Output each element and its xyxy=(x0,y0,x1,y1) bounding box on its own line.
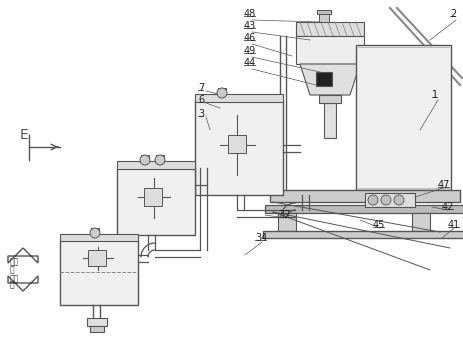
Text: 2: 2 xyxy=(449,9,455,19)
Text: 42: 42 xyxy=(441,202,453,212)
Bar xyxy=(60,234,138,241)
Bar xyxy=(355,45,450,190)
Bar xyxy=(364,193,414,207)
Circle shape xyxy=(367,195,377,205)
Circle shape xyxy=(90,228,100,238)
Text: 1: 1 xyxy=(431,90,437,100)
Bar xyxy=(90,326,104,332)
Bar xyxy=(60,240,138,305)
Bar xyxy=(194,94,282,102)
Bar xyxy=(144,188,162,206)
Bar xyxy=(263,231,463,238)
Bar xyxy=(269,190,459,202)
Bar xyxy=(227,135,245,153)
Circle shape xyxy=(140,155,150,165)
Text: E: E xyxy=(20,128,29,142)
Polygon shape xyxy=(8,248,38,263)
Bar xyxy=(117,161,194,169)
Bar xyxy=(319,12,328,22)
Text: 34: 34 xyxy=(255,233,267,243)
Bar xyxy=(323,103,335,138)
Circle shape xyxy=(217,88,226,98)
Text: 7: 7 xyxy=(198,83,204,93)
Text: 48: 48 xyxy=(244,9,256,19)
Polygon shape xyxy=(300,64,359,95)
Bar xyxy=(141,155,149,160)
Polygon shape xyxy=(8,276,38,291)
Text: 带: 带 xyxy=(10,280,15,290)
Bar xyxy=(91,228,99,233)
Text: 46: 46 xyxy=(244,33,256,43)
Text: 43: 43 xyxy=(244,21,256,31)
Circle shape xyxy=(155,155,165,165)
Bar xyxy=(295,22,363,36)
Bar xyxy=(319,95,340,103)
Text: 6: 6 xyxy=(198,95,204,105)
Bar xyxy=(316,10,330,14)
Bar xyxy=(277,213,295,231)
Bar xyxy=(411,213,429,231)
Bar xyxy=(218,88,225,93)
Text: 3: 3 xyxy=(198,109,204,119)
Circle shape xyxy=(393,195,403,205)
Text: 41: 41 xyxy=(447,220,459,230)
Text: 47: 47 xyxy=(437,180,450,190)
Text: 45: 45 xyxy=(372,220,385,230)
Bar xyxy=(156,155,163,160)
Bar xyxy=(315,72,332,86)
Bar xyxy=(264,205,463,213)
Bar xyxy=(117,168,194,235)
Bar xyxy=(194,100,282,195)
Text: 49: 49 xyxy=(244,46,256,56)
Text: 带: 带 xyxy=(10,265,15,274)
Bar xyxy=(295,36,363,64)
Text: 潮回: 潮回 xyxy=(10,274,19,284)
Text: 44: 44 xyxy=(244,58,256,68)
Text: 潮上: 潮上 xyxy=(10,258,19,266)
Bar xyxy=(88,250,106,266)
Text: 32: 32 xyxy=(277,210,290,220)
Bar xyxy=(87,318,107,326)
Circle shape xyxy=(380,195,390,205)
